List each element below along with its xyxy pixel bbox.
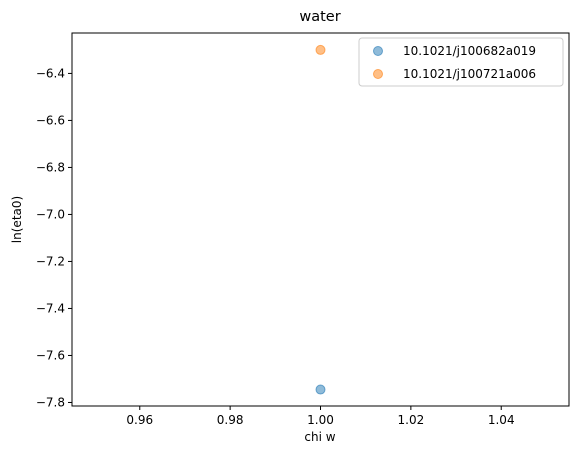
legend-label-series-0: 10.1021/j100682a019 — [403, 44, 536, 58]
x-tick-label: 1.02 — [398, 413, 425, 427]
y-tick-label: −7.4 — [36, 301, 65, 315]
data-point-series-1 — [315, 44, 326, 55]
x-tick-label: 1.00 — [307, 413, 334, 427]
x-tick-label: 0.96 — [126, 413, 153, 427]
y-tick-label: −7.2 — [36, 254, 65, 268]
x-axis-label: chi w — [304, 430, 335, 444]
y-tick-label: −6.8 — [36, 160, 65, 174]
legend-marker-series-0 — [373, 46, 383, 56]
x-tick-label: 0.98 — [217, 413, 244, 427]
legend-marker-series-1 — [373, 69, 383, 79]
y-tick-label: −7.6 — [36, 348, 65, 362]
y-tick-label: −7.0 — [36, 207, 65, 221]
y-axis-ticks: −7.8 −7.6 −7.4 −7.2 −7.0 −6.8 −6.6 −6.4 — [36, 66, 72, 409]
data-point-series-0 — [315, 384, 326, 395]
x-axis-ticks: 0.96 0.98 1.00 1.02 1.04 — [126, 406, 515, 427]
legend-label-series-1: 10.1021/j100721a006 — [403, 67, 536, 81]
y-tick-label: −6.4 — [36, 66, 65, 80]
y-tick-label: −7.8 — [36, 395, 65, 409]
legend: 10.1021/j100682a019 10.1021/j100721a006 — [358, 37, 564, 87]
legend-box — [358, 37, 564, 87]
plot-area — [71, 32, 570, 407]
x-tick-label: 1.04 — [488, 413, 515, 427]
y-tick-label: −6.6 — [36, 113, 65, 127]
y-axis-label: ln(eta0) — [10, 196, 24, 243]
chart-title: water — [299, 9, 340, 25]
data-points — [315, 44, 326, 395]
